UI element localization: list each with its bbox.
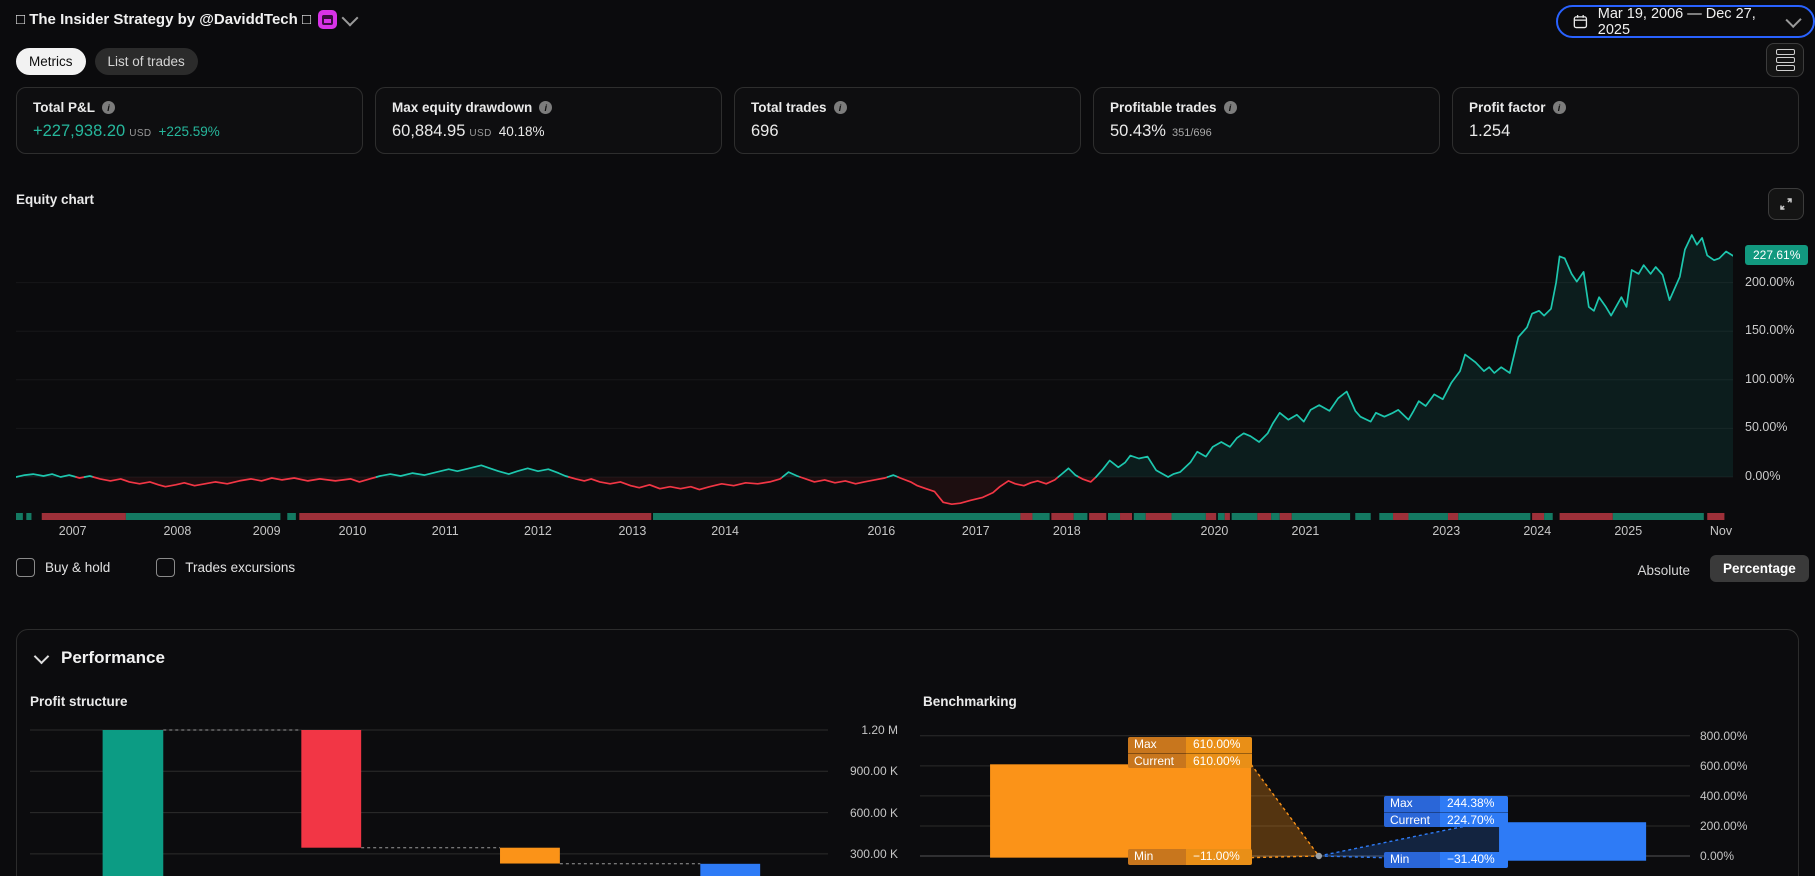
chip-key: Min (1128, 849, 1186, 865)
stat-label: Total P&L (33, 100, 95, 115)
chip-value: 224.70% (1440, 812, 1508, 828)
benchmark-y-tick: 0.00% (1700, 849, 1734, 863)
info-icon[interactable]: i (102, 101, 115, 114)
trades-excursions-label: Trades excursions (185, 560, 295, 575)
chip-value: 244.38% (1440, 796, 1508, 812)
stat-extra: 40.18% (499, 124, 545, 139)
profit-structure-y-axis: 1.20 M 900.00 K 600.00 K 300.00 K (830, 0, 898, 876)
benchmark-y-tick: 200.00% (1700, 819, 1747, 833)
info-icon[interactable]: i (1553, 101, 1566, 114)
info-icon[interactable]: i (539, 101, 552, 114)
equity-x-tick: 2008 (163, 524, 191, 538)
strategy-maxcurrent-chip: Max610.00% Current610.00% (1128, 737, 1252, 768)
equity-x-tick: 2010 (339, 524, 367, 538)
equity-x-tick: 2007 (59, 524, 87, 538)
stat-card-total-pnl: Total P&L i +227,938.20 USD +225.59% (16, 87, 363, 154)
checkbox-icon (16, 558, 35, 577)
collapse-chevron-icon (34, 648, 50, 664)
stat-label: Profit factor (1469, 100, 1546, 115)
chip-key: Min (1384, 852, 1440, 868)
benchmarking-y-axis: 800.00% 600.00% 400.00% 200.00% 0.00% (1700, 0, 1770, 876)
equity-x-tick: 2014 (711, 524, 739, 538)
calendar-icon (1572, 13, 1589, 31)
equity-x-tick: 2020 (1201, 524, 1229, 538)
tab-metrics[interactable]: Metrics (16, 48, 86, 75)
equity-x-tick: 2023 (1432, 524, 1460, 538)
benchmarking-plot[interactable] (920, 722, 1690, 876)
benchmarking-title: Benchmarking (923, 694, 1017, 709)
equity-x-tick: 2012 (524, 524, 552, 538)
chip-value: 610.00% (1186, 737, 1252, 753)
profit-structure-title: Profit structure (30, 694, 128, 709)
stat-unit: USD (469, 128, 491, 139)
chip-key: Current (1128, 753, 1186, 769)
stat-value: 50.43% (1110, 122, 1166, 141)
stat-card-total-trades: Total tradesi 696 (734, 87, 1081, 154)
equity-x-tick: 2024 (1523, 524, 1551, 538)
strategy-tester-app: □ The Insider Strategy by @DaviddTech □ … (0, 0, 1815, 876)
equity-x-tick: 2011 (432, 524, 459, 538)
equity-x-tick: 2025 (1614, 524, 1642, 538)
benchmark-y-tick: 400.00% (1700, 789, 1747, 803)
tab-list-of-trades[interactable]: List of trades (95, 48, 198, 75)
absolute-toggle[interactable]: Absolute (1630, 563, 1690, 578)
stat-value: +227,938.20 (33, 122, 125, 141)
strategy-calendar-icon (318, 10, 337, 29)
chip-key: Current (1384, 812, 1440, 828)
stat-label: Total trades (751, 100, 827, 115)
equity-x-tick: 2017 (962, 524, 990, 538)
chip-key: Max (1384, 796, 1440, 812)
chip-value: −11.00% (1186, 849, 1252, 865)
equity-chart-title: Equity chart (16, 192, 94, 207)
stat-label: Max equity drawdown (392, 100, 532, 115)
info-icon[interactable]: i (1224, 101, 1237, 114)
equity-x-tick: 2013 (618, 524, 646, 538)
chip-key: Max (1128, 737, 1186, 753)
equity-x-axis: 2007200820092010201120122013201420162017… (0, 524, 1815, 542)
chip-value: −31.40% (1440, 852, 1508, 868)
profit-y-tick: 900.00 K (850, 764, 898, 778)
equity-overlay-controls: Buy & hold Trades excursions (16, 558, 295, 577)
stat-value: 60,884.95 (392, 122, 465, 141)
stat-extra: +225.59% (159, 124, 220, 139)
trades-excursions-checkbox[interactable]: Trades excursions (156, 558, 295, 577)
title-chevron-down-icon[interactable] (342, 9, 359, 26)
stat-card-profitable-trades: Profitable trades i 50.43% 351/696 (1093, 87, 1440, 154)
equity-x-tick: 2021 (1292, 524, 1320, 538)
equity-x-tick: 2009 (253, 524, 281, 538)
checkbox-icon (156, 558, 175, 577)
stat-value: 1.254 (1469, 122, 1510, 141)
chip-value: 610.00% (1186, 753, 1252, 769)
strategy-title: □ The Insider Strategy by @DaviddTech □ (16, 11, 311, 28)
stats-row: Total P&L i +227,938.20 USD +225.59% Max eq… (16, 87, 1799, 154)
stat-unit: USD (129, 128, 151, 139)
buy-hold-label: Buy & hold (45, 560, 110, 575)
view-tabs: Metrics List of trades (16, 48, 198, 75)
equity-x-tick: 2018 (1053, 524, 1081, 538)
benchmark-y-tick: 600.00% (1700, 759, 1747, 773)
profit-y-tick: 600.00 K (850, 806, 898, 820)
profit-structure-plot[interactable] (30, 722, 830, 876)
stat-label: Profitable trades (1110, 100, 1217, 115)
performance-header[interactable]: Performance (36, 648, 165, 668)
strategy-min-chip: Min−11.00% (1128, 849, 1252, 865)
strategy-title-row: □ The Insider Strategy by @DaviddTech □ (16, 10, 356, 29)
buy-hold-checkbox[interactable]: Buy & hold (16, 558, 110, 577)
stat-value: 696 (751, 122, 779, 141)
stat-extra: 351/696 (1172, 127, 1212, 139)
stat-card-max-drawdown: Max equity drawdown i 60,884.95 USD 40.18% (375, 87, 722, 154)
profit-y-tick: 1.20 M (861, 723, 898, 737)
benchmark-maxcurrent-chip: Max244.38% Current224.70% (1384, 796, 1508, 827)
benchmark-min-chip: Min−31.40% (1384, 852, 1508, 868)
performance-title: Performance (61, 648, 165, 668)
profit-y-tick: 300.00 K (850, 847, 898, 861)
benchmark-y-tick: 800.00% (1700, 729, 1747, 743)
